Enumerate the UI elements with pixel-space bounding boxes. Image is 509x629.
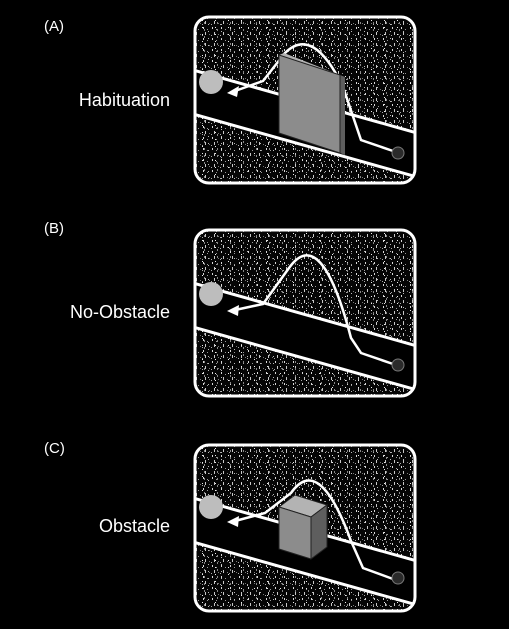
panel-c-label: Obstacle	[98, 516, 170, 536]
ramp-band	[195, 281, 415, 392]
panel-b-scene	[193, 228, 417, 398]
panel-a-label: Habituation	[78, 90, 170, 110]
ball	[199, 70, 223, 94]
panel-frame	[193, 443, 417, 613]
arrow-head	[227, 305, 239, 316]
ball	[199, 282, 223, 306]
trajectory-path	[234, 479, 394, 581]
panel-b-label: No-Obstacle	[69, 302, 170, 322]
wall-obstacle	[278, 54, 341, 154]
cube-obstacle	[278, 506, 312, 560]
panel-a-letter: (A)	[44, 18, 64, 35]
panel-a-scene	[193, 15, 417, 185]
panel-frame	[193, 228, 417, 398]
ball	[199, 495, 223, 519]
arrow-head	[227, 516, 239, 527]
panel-c-scene	[193, 443, 417, 613]
wall-side	[340, 75, 345, 155]
panel-b-letter: (B)	[44, 220, 64, 237]
start-dot	[391, 146, 405, 160]
trajectory-path	[234, 254, 394, 366]
panel-frame	[193, 15, 417, 185]
start-dot	[391, 358, 405, 372]
panel-c-letter: (C)	[44, 440, 65, 457]
arrow-head	[227, 86, 239, 97]
start-dot	[391, 571, 405, 585]
